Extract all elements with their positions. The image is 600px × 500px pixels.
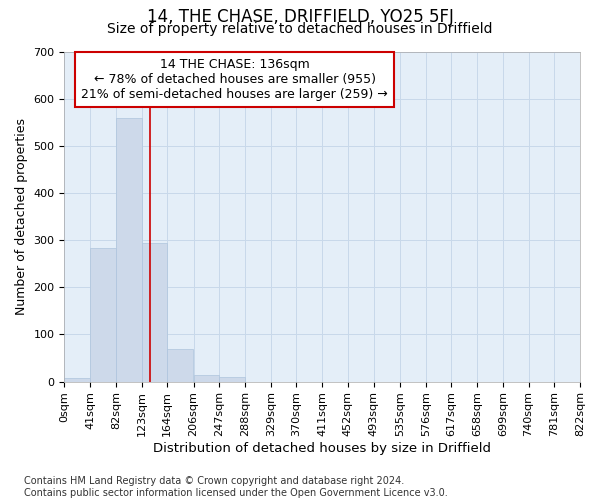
Text: Contains HM Land Registry data © Crown copyright and database right 2024.
Contai: Contains HM Land Registry data © Crown c… xyxy=(24,476,448,498)
X-axis label: Distribution of detached houses by size in Driffield: Distribution of detached houses by size … xyxy=(153,442,491,455)
Bar xyxy=(116,118,142,382)
Text: Size of property relative to detached houses in Driffield: Size of property relative to detached ho… xyxy=(107,22,493,36)
Bar xyxy=(220,377,245,382)
Text: 14 THE CHASE: 136sqm
← 78% of detached houses are smaller (955)
21% of semi-deta: 14 THE CHASE: 136sqm ← 78% of detached h… xyxy=(81,58,388,101)
Bar xyxy=(142,244,167,382)
Bar xyxy=(194,374,220,382)
Y-axis label: Number of detached properties: Number of detached properties xyxy=(15,118,28,315)
Bar xyxy=(167,348,193,382)
Bar xyxy=(64,378,90,382)
Bar xyxy=(90,248,116,382)
Text: 14, THE CHASE, DRIFFIELD, YO25 5FJ: 14, THE CHASE, DRIFFIELD, YO25 5FJ xyxy=(146,8,454,26)
